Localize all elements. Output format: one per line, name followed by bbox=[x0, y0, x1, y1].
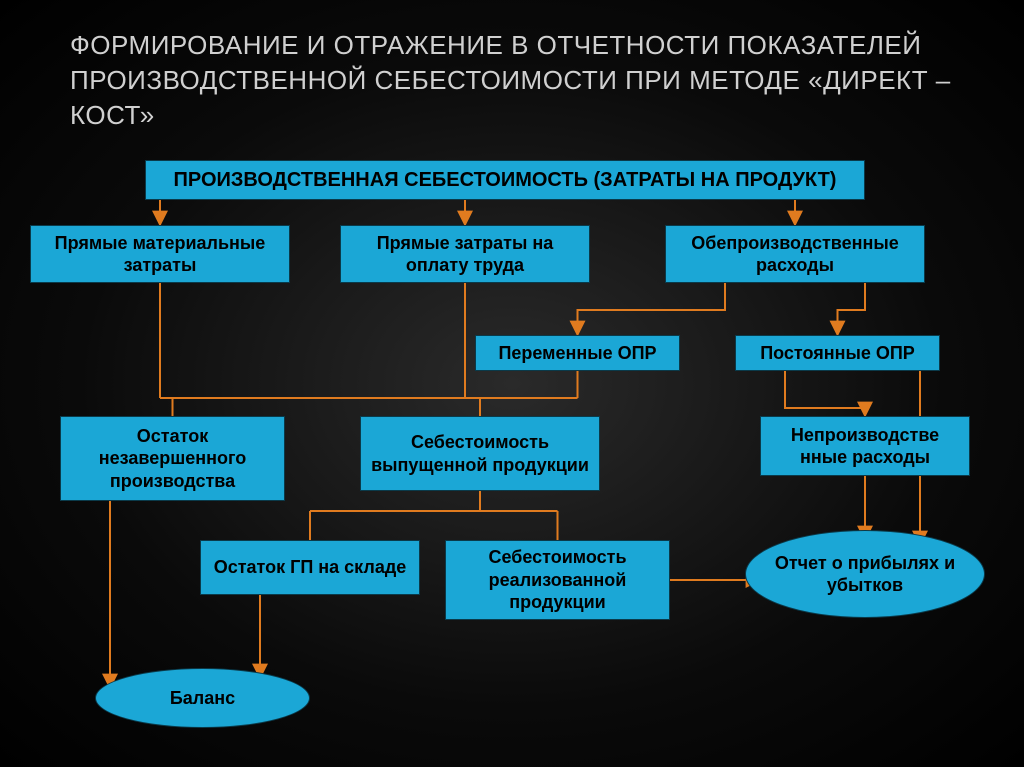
node-n7: Остаток незавершенного производства bbox=[60, 416, 285, 501]
node-n13: Баланс bbox=[95, 668, 310, 728]
node-n2: Прямые материальные затраты bbox=[30, 225, 290, 283]
node-n10: Остаток ГП на складе bbox=[200, 540, 420, 595]
page-title: ФОРМИРОВАНИЕ И ОТРАЖЕНИЕ В ОТЧЕТНОСТИ ПО… bbox=[70, 28, 954, 133]
node-n4: Обепроизводственные расходы bbox=[665, 225, 925, 283]
node-n11: Себестоимость реализованной продукции bbox=[445, 540, 670, 620]
node-n1: ПРОИЗВОДСТВЕННАЯ СЕБЕСТОИМОСТЬ (ЗАТРАТЫ … bbox=[145, 160, 865, 200]
node-n5: Переменные ОПР bbox=[475, 335, 680, 371]
node-n9: Непроизводстве нные расходы bbox=[760, 416, 970, 476]
node-n6: Постоянные ОПР bbox=[735, 335, 940, 371]
node-n12: Отчет о прибылях и убытков bbox=[745, 530, 985, 618]
node-n8: Себестоимость выпущенной продукции bbox=[360, 416, 600, 491]
node-n3: Прямые затраты на оплату труда bbox=[340, 225, 590, 283]
